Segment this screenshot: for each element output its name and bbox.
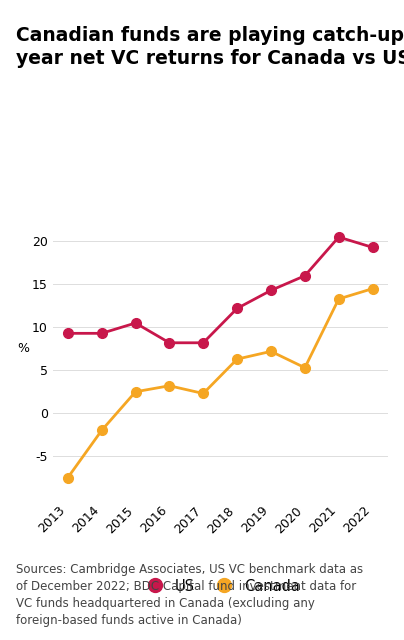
Text: Canadian funds are playing catch-up: 10-
year net VC returns for Canada vs US: Canadian funds are playing catch-up: 10-… bbox=[16, 26, 404, 68]
Y-axis label: %: % bbox=[17, 342, 29, 355]
Legend: US, Canada: US, Canada bbox=[134, 573, 306, 599]
Text: Sources: Cambridge Associates, US VC benchmark data as
of December 2022; BDC Cap: Sources: Cambridge Associates, US VC ben… bbox=[16, 563, 363, 627]
